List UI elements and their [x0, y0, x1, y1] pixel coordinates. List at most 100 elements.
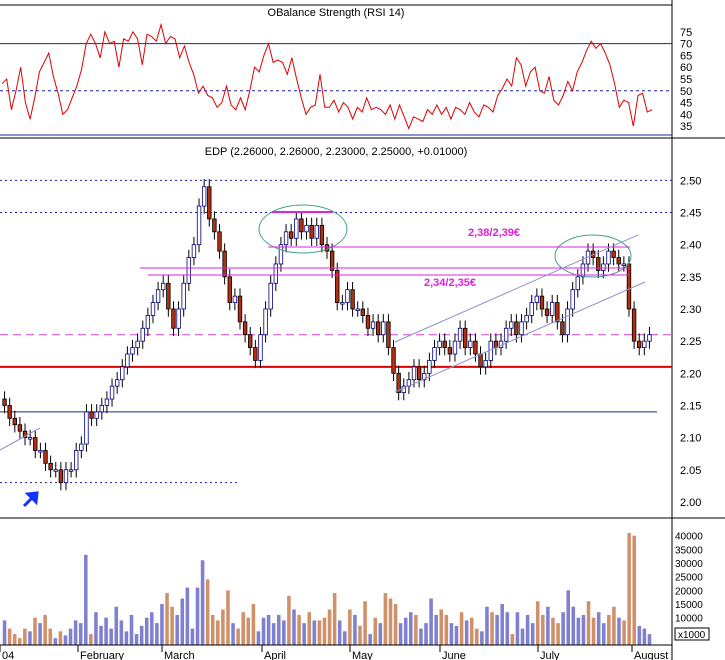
- candle-body: [370, 321, 376, 329]
- candle-body: [207, 186, 212, 220]
- candle-body: [524, 315, 529, 323]
- candle-body: [125, 353, 130, 368]
- price-tick-label: 2.30: [680, 304, 701, 316]
- candle-body: [248, 334, 253, 348]
- volume-bar: [195, 587, 200, 645]
- candle-body: [478, 353, 483, 368]
- candle-body: [104, 398, 110, 406]
- candle-body: [340, 302, 345, 305]
- candle-body: [565, 308, 570, 336]
- candle-body: [294, 218, 299, 239]
- candle-body: [596, 257, 601, 271]
- volume-bar: [129, 614, 134, 645]
- candle-body: [601, 263, 606, 271]
- candle-body: [84, 411, 89, 445]
- volume-bar: [576, 617, 581, 645]
- candle-body: [2, 398, 7, 406]
- volume-bar: [388, 598, 393, 645]
- volume-bar: [190, 628, 195, 645]
- candle-body: [575, 276, 580, 291]
- volume-bar: [520, 628, 525, 645]
- candle-body: [99, 405, 104, 413]
- price-tick-label: 2.45: [680, 208, 701, 220]
- candle-body: [314, 224, 319, 239]
- candle-body: [386, 321, 391, 348]
- candle-body: [288, 231, 294, 239]
- x-tick-label: 04: [2, 650, 14, 660]
- price-tick-label: 2.25: [680, 336, 701, 348]
- x-tick-label: May: [352, 650, 373, 660]
- volume-bar: [2, 620, 7, 645]
- candle-body: [150, 302, 156, 316]
- candle-body: [7, 405, 12, 419]
- candle-body: [186, 257, 192, 284]
- price-tick-label: 2.20: [680, 368, 701, 380]
- candle-body: [242, 321, 248, 336]
- volume-bar: [150, 612, 154, 645]
- volume-bar: [571, 606, 576, 645]
- volume-bar: [292, 609, 296, 645]
- top-ellipse-july: [554, 234, 632, 278]
- candle-body: [33, 437, 38, 451]
- volume-bar: [170, 606, 174, 645]
- candle-body: [63, 469, 69, 484]
- volume-bar: [200, 560, 205, 645]
- volume-bar: [475, 628, 479, 645]
- early-trendline: [0, 427, 41, 451]
- volume-tick-label: 40000: [675, 532, 703, 543]
- volume-bar: [617, 617, 621, 645]
- price-title: EDP (2.26000, 2.26000, 2.23000, 2.25000,…: [205, 146, 468, 158]
- candle-body: [534, 295, 540, 303]
- candle-body: [130, 347, 135, 355]
- candle-body: [550, 302, 555, 316]
- candle-body: [268, 282, 273, 310]
- volume-bar: [449, 623, 454, 645]
- volume-bar: [282, 620, 286, 645]
- candle-body: [222, 250, 227, 278]
- candle-body: [462, 327, 468, 348]
- volume-bar: [241, 612, 245, 645]
- volume-tick-label: 15000: [675, 600, 703, 611]
- volume-bar: [144, 617, 149, 645]
- price-tick-label: 2.15: [680, 400, 701, 412]
- candle-body: [447, 347, 453, 355]
- volume-bar: [632, 535, 637, 645]
- volume-bar: [68, 628, 73, 645]
- candle-body: [606, 250, 611, 265]
- volume-bar: [43, 614, 47, 645]
- x-tick-label: March: [164, 650, 195, 660]
- volume-bars: [2, 532, 652, 645]
- candle-body: [304, 224, 309, 233]
- top-ellipse-april: [258, 204, 348, 254]
- candle-body: [637, 340, 642, 348]
- rsi-tick-label: 75: [680, 27, 692, 39]
- volume-bar: [612, 606, 616, 645]
- candle-body: [365, 315, 371, 329]
- candle-body: [442, 340, 447, 348]
- volume-bar: [495, 614, 499, 645]
- volume-bar: [530, 623, 535, 645]
- x-axis: 04 February March April May June July August: [0, 645, 668, 660]
- rsi-tick-label: 55: [680, 74, 692, 86]
- volume-bar: [205, 579, 210, 645]
- candle-body: [201, 186, 207, 207]
- volume-bar: [363, 601, 367, 645]
- candle-body: [473, 340, 478, 355]
- candle-body: [360, 308, 366, 316]
- price-tick-label: 2.35: [680, 272, 701, 284]
- candle-body: [335, 270, 340, 303]
- volume-bar: [581, 614, 586, 645]
- candle-body: [171, 308, 176, 329]
- volume-bar: [414, 614, 418, 645]
- price-tick-label: 2.05: [680, 465, 701, 477]
- volume-bar: [373, 617, 378, 645]
- volume-bar: [622, 620, 626, 645]
- volume-bar: [261, 617, 266, 645]
- volume-bar: [403, 617, 408, 645]
- volume-bar: [342, 631, 347, 645]
- volume-bar: [124, 631, 129, 645]
- volume-bar: [424, 623, 428, 645]
- candle-body: [273, 263, 279, 284]
- unit-label: x1000: [678, 630, 706, 641]
- volume-bar: [12, 634, 17, 645]
